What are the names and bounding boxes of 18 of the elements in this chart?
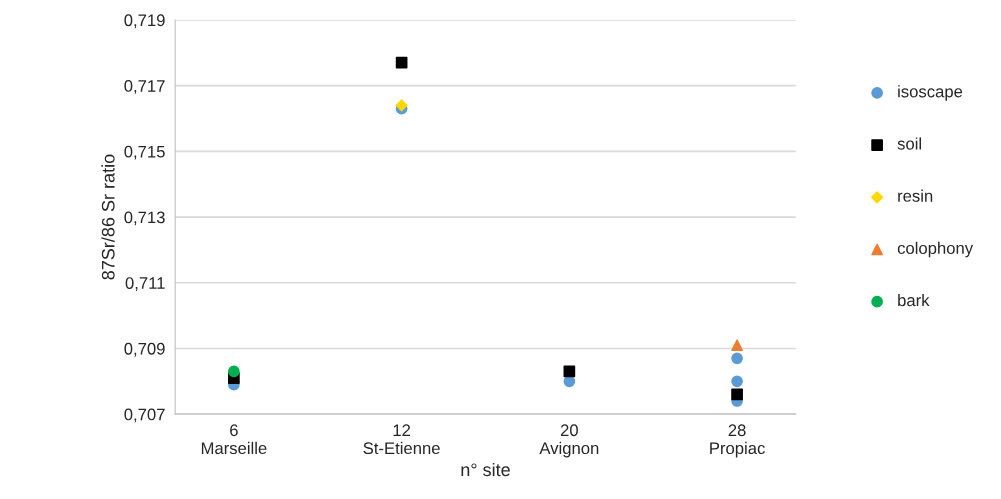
y-tick-label: 0,709	[124, 342, 165, 357]
x-axis-title: n° site	[461, 462, 510, 477]
legend-label: colophony	[897, 241, 974, 258]
x-tick-label: 12 St-Etienne	[363, 424, 440, 455]
y-tick-label: 0,713	[124, 211, 165, 226]
x-tick-label: 6 Marseille	[201, 424, 267, 455]
y-tick-label: 0,711	[125, 277, 165, 291]
y-axis-title: 87Sr/86 Sr ratio	[101, 154, 115, 280]
legend-label: soil	[897, 137, 922, 150]
legend-label: bark	[898, 293, 930, 307]
x-tick-label: 20 Avignon	[539, 424, 599, 458]
y-tick-label: 0,707	[124, 408, 165, 423]
y-tick-label: 0,719	[124, 14, 165, 29]
legend-label: isoscape	[898, 85, 963, 101]
legend-label: resin	[898, 189, 933, 202]
y-tick-label: 0,717	[124, 80, 165, 94]
y-tick-label: 0,715	[124, 145, 165, 160]
x-tick-label: 28 Propiac	[710, 424, 765, 458]
